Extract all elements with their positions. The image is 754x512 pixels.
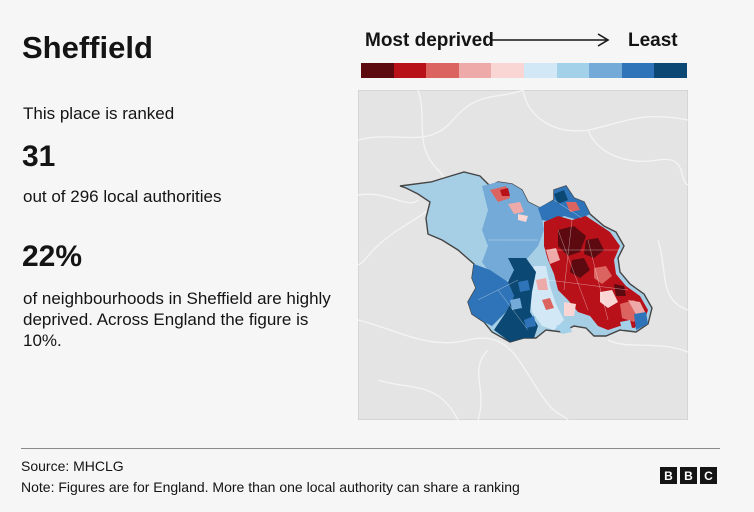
- bbc-logo-letter-c: C: [700, 467, 717, 484]
- sheffield-neighbourhoods: [399, 171, 653, 343]
- legend-swatch-7: [556, 63, 590, 78]
- legend-swatch-1: [361, 63, 394, 78]
- legend-swatch-2: [393, 63, 427, 78]
- sheffield-deprivation-map: [358, 90, 688, 420]
- legend-most-deprived-label: Most deprived: [365, 30, 494, 51]
- deprivation-percentage: 22%: [22, 240, 83, 273]
- legend-swatch-6: [523, 63, 557, 78]
- legend-swatch-4: [458, 63, 492, 78]
- bbc-logo-letter-b1: B: [660, 467, 677, 484]
- legend-swatch-5: [491, 63, 524, 78]
- bbc-logo-letter-b2: B: [680, 467, 697, 484]
- legend-least-label: Least: [628, 30, 678, 51]
- neighbourhood-boundaries: [477, 199, 629, 331]
- note-text: Note: Figures are for England. More than…: [21, 479, 520, 495]
- legend-swatch-10: [654, 63, 687, 78]
- legend-arrow-icon: [490, 33, 610, 47]
- legend-swatch-9: [621, 63, 655, 78]
- legend-swatch-3: [426, 63, 459, 78]
- source-text: Source: MHCLG: [21, 458, 124, 474]
- rank-intro-text: This place is ranked: [23, 104, 175, 123]
- deprivation-description: of neighbourhoods in Sheffield are highl…: [23, 289, 331, 350]
- page-title: Sheffield: [22, 30, 153, 65]
- rank-value: 31: [22, 140, 56, 173]
- rank-out-of-text: out of 296 local authorities: [23, 187, 222, 206]
- legend-swatch-8: [589, 63, 622, 78]
- bbc-logo: B B C: [660, 467, 717, 484]
- footer-divider: [21, 448, 720, 449]
- legend-color-scale: [361, 63, 687, 78]
